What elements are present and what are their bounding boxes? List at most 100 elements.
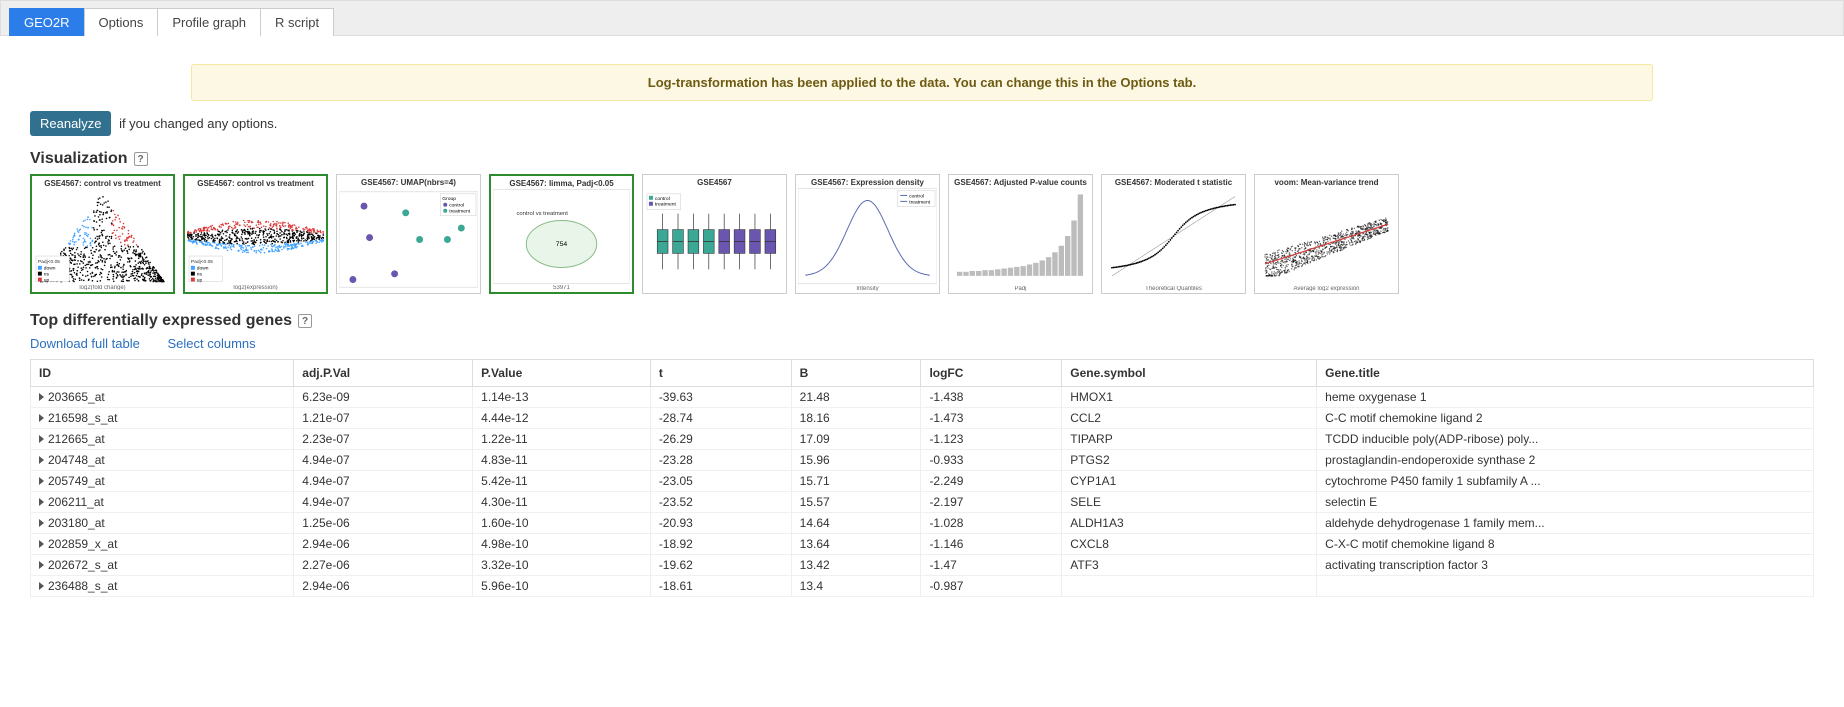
expand-row-icon[interactable] — [39, 561, 44, 569]
visualization-help-icon[interactable]: ? — [134, 152, 148, 166]
column-header-adj-p-val[interactable]: adj.P.Val — [294, 360, 473, 387]
svg-text:control: control — [655, 196, 670, 202]
column-header-p-value[interactable]: P.Value — [473, 360, 651, 387]
column-header-logfc[interactable]: logFC — [921, 360, 1062, 387]
table-row[interactable]: 203180_at1.25e-061.60e-10-20.9314.64-1.0… — [31, 513, 1814, 534]
select-columns-link[interactable]: Select columns — [167, 336, 255, 351]
svg-text:Padj<0.05: Padj<0.05 — [38, 259, 60, 265]
top-genes-help-icon[interactable]: ? — [298, 314, 312, 328]
reanalyze-row: Reanalyze if you changed any options. — [30, 111, 1814, 136]
table-cell: 3.32e-10 — [473, 555, 651, 576]
table-cell: 15.71 — [791, 471, 921, 492]
table-cell: 2.94e-06 — [294, 576, 473, 597]
plot-thumb-venn[interactable]: GSE4567: limma, Padj<0.05 control vs tre… — [489, 174, 634, 294]
table-cell: TIPARP — [1062, 429, 1317, 450]
plot-thumb-volcano[interactable]: GSE4567: control vs treatment Padj<0.05 … — [30, 174, 175, 294]
plot-thumb-xlabel: 53971 — [493, 285, 630, 290]
table-cell: 5.96e-10 — [473, 576, 651, 597]
table-cell: 14.64 — [791, 513, 921, 534]
table-cell: 205749_at — [31, 471, 294, 492]
expand-row-icon[interactable] — [39, 498, 44, 506]
table-cell: 13.64 — [791, 534, 921, 555]
table-row[interactable]: 212665_at2.23e-071.22e-11-26.2917.09-1.1… — [31, 429, 1814, 450]
top-genes-title: Top differentially expressed genes — [30, 312, 292, 330]
expand-row-icon[interactable] — [39, 582, 44, 590]
expand-row-icon[interactable] — [39, 540, 44, 548]
svg-text:control vs treatment: control vs treatment — [516, 211, 568, 217]
table-row[interactable]: 203665_at6.23e-091.14e-13-39.6321.48-1.4… — [31, 387, 1814, 408]
table-cell: 2.23e-07 — [294, 429, 473, 450]
download-full-table-link[interactable]: Download full table — [30, 336, 140, 351]
table-cell: -28.74 — [650, 408, 791, 429]
table-cell: 21.48 — [791, 387, 921, 408]
tab-r-script[interactable]: R script — [260, 8, 334, 36]
plot-thumb-box[interactable]: GSE4567 control treatment — [642, 174, 787, 294]
table-cell: 1.21e-07 — [294, 408, 473, 429]
plot-thumb-md[interactable]: GSE4567: control vs treatment Padj<0.05 … — [183, 174, 328, 294]
table-cell: 202859_x_at — [31, 534, 294, 555]
expand-row-icon[interactable] — [39, 414, 44, 422]
tab-options[interactable]: Options — [84, 8, 159, 36]
table-cell: -2.249 — [921, 471, 1062, 492]
table-row[interactable]: 202672_s_at2.27e-063.32e-10-19.6213.42-1… — [31, 555, 1814, 576]
expand-row-icon[interactable] — [39, 393, 44, 401]
tab-profile-graph[interactable]: Profile graph — [157, 8, 261, 36]
plot-thumb-title: GSE4567: Adjusted P-value counts — [951, 177, 1090, 187]
table-cell: C-X-C motif chemokine ligand 8 — [1317, 534, 1814, 555]
plot-thumb-density[interactable]: GSE4567: Expression density control trea… — [795, 174, 940, 294]
table-cell: 15.96 — [791, 450, 921, 471]
expand-row-icon[interactable] — [39, 477, 44, 485]
column-header-gene-symbol[interactable]: Gene.symbol — [1062, 360, 1317, 387]
table-row[interactable]: 202859_x_at2.94e-064.98e-10-18.9213.64-1… — [31, 534, 1814, 555]
plot-thumb-xlabel: log2(expression) — [187, 285, 324, 290]
top-genes-table: IDadj.P.ValP.ValuetBlogFCGene.symbolGene… — [30, 359, 1814, 597]
table-cell: 202672_s_at — [31, 555, 294, 576]
plot-thumb-voom[interactable]: voom: Mean-variance trendAverage log2 ex… — [1254, 174, 1399, 294]
table-cell: -1.146 — [921, 534, 1062, 555]
plot-thumb-qq[interactable]: GSE4567: Moderated t statistic Theoretic… — [1101, 174, 1246, 294]
expand-row-icon[interactable] — [39, 435, 44, 443]
table-cell: HMOX1 — [1062, 387, 1317, 408]
svg-text:treatment: treatment — [655, 202, 677, 208]
svg-text:control: control — [909, 194, 924, 200]
table-cell: C-C motif chemokine ligand 2 — [1317, 408, 1814, 429]
visualization-thumbnails: GSE4567: control vs treatment Padj<0.05 … — [30, 174, 1814, 294]
table-row[interactable]: 204748_at4.94e-074.83e-11-23.2815.96-0.9… — [31, 450, 1814, 471]
table-cell: -1.47 — [921, 555, 1062, 576]
plot-thumb-title: GSE4567: limma, Padj<0.05 — [493, 178, 630, 188]
expand-row-icon[interactable] — [39, 519, 44, 527]
table-cell: 236488_s_at — [31, 576, 294, 597]
table-cell: -23.52 — [650, 492, 791, 513]
table-row[interactable]: 206211_at4.94e-074.30e-11-23.5215.57-2.1… — [31, 492, 1814, 513]
plot-thumb-xlabel: log2(fold change) — [34, 285, 171, 290]
table-cell: 1.25e-06 — [294, 513, 473, 534]
plot-thumb-body — [951, 187, 1090, 285]
tab-geo2r[interactable]: GEO2R — [9, 8, 85, 36]
table-row[interactable]: 236488_s_at2.94e-065.96e-10-18.6113.4-0.… — [31, 576, 1814, 597]
table-cell: 1.60e-10 — [473, 513, 651, 534]
svg-text:treatment: treatment — [449, 209, 471, 215]
plot-thumb-xlabel: Padj — [951, 286, 1090, 291]
table-cell: CCL2 — [1062, 408, 1317, 429]
table-cell: 13.42 — [791, 555, 921, 576]
svg-text:ns: ns — [197, 272, 203, 277]
column-header-id[interactable]: ID — [31, 360, 294, 387]
expand-row-icon[interactable] — [39, 456, 44, 464]
reanalyze-button[interactable]: Reanalyze — [30, 111, 111, 136]
table-row[interactable]: 205749_at4.94e-075.42e-11-23.0515.71-2.2… — [31, 471, 1814, 492]
plot-thumb-hist[interactable]: GSE4567: Adjusted P-value counts Padj — [948, 174, 1093, 294]
column-header-b[interactable]: B — [791, 360, 921, 387]
table-cell: 212665_at — [31, 429, 294, 450]
table-cell: prostaglandin-endoperoxide synthase 2 — [1317, 450, 1814, 471]
plot-thumb-title: GSE4567: UMAP(nbrs=4) — [339, 177, 478, 188]
column-header-t[interactable]: t — [650, 360, 791, 387]
column-header-gene-title[interactable]: Gene.title — [1317, 360, 1814, 387]
table-cell: aldehyde dehydrogenase 1 family mem... — [1317, 513, 1814, 534]
plot-thumb-xlabel: Theoretical Quantiles — [1104, 286, 1243, 291]
table-cell: -18.61 — [650, 576, 791, 597]
table-row[interactable]: 216598_s_at1.21e-074.44e-12-28.7418.16-1… — [31, 408, 1814, 429]
table-cell: 4.94e-07 — [294, 450, 473, 471]
plot-thumb-umap[interactable]: GSE4567: UMAP(nbrs=4) Group control trea… — [336, 174, 481, 294]
table-cell: -1.438 — [921, 387, 1062, 408]
table-cell: ALDH1A3 — [1062, 513, 1317, 534]
